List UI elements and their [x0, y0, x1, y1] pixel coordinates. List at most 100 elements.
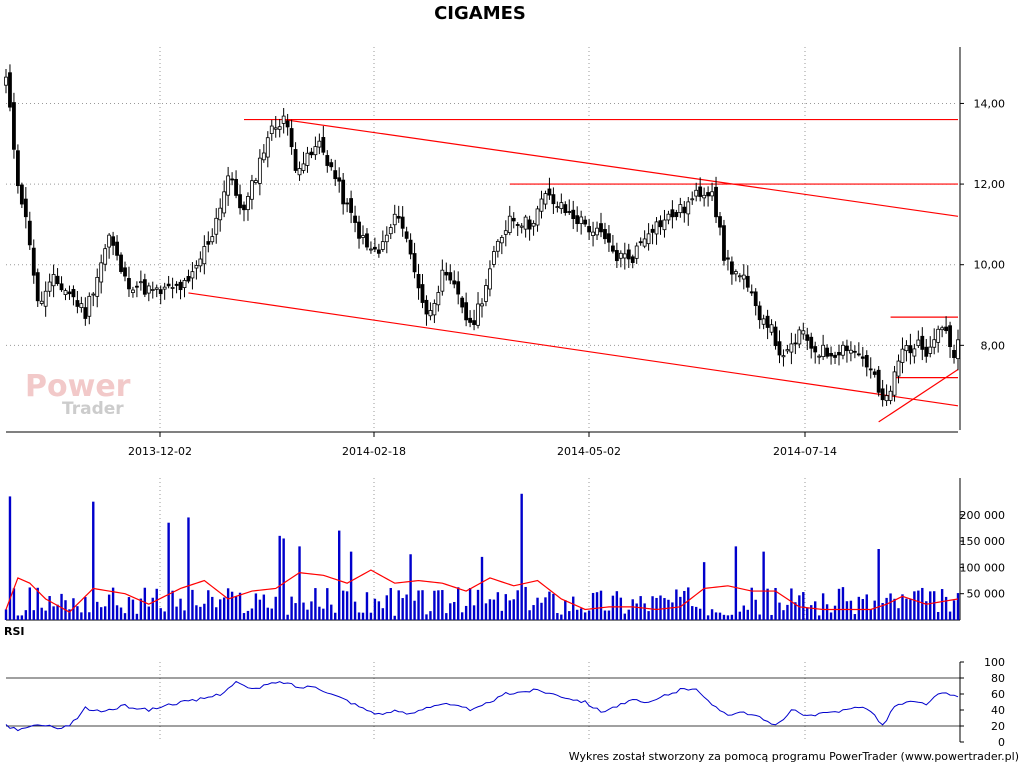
volume-bar [24, 610, 28, 620]
candle-body [293, 149, 298, 171]
candle-body [372, 246, 377, 250]
candle-body [186, 276, 191, 282]
volume-bar [516, 590, 519, 620]
volume-bar [179, 598, 182, 620]
price-tick-label: 10,00 [974, 259, 1006, 272]
candle-body [222, 191, 227, 214]
candle-body [162, 286, 167, 290]
candle-body [301, 163, 306, 171]
candle-body [246, 196, 250, 211]
volume-bar [619, 597, 623, 620]
candle-body [317, 140, 322, 148]
candle-body [932, 339, 937, 348]
volume-bar [627, 609, 630, 620]
volume-bar [508, 600, 511, 620]
candle-body [622, 253, 627, 259]
candle-body [833, 354, 837, 358]
volume-bar [222, 597, 226, 620]
rsi-axes: 100 80 60 40 20 0 [959, 656, 1005, 749]
volume-bar [171, 590, 174, 620]
volume-bar [821, 593, 825, 620]
volume-bar [159, 608, 162, 620]
rsi-tick-label: 80 [991, 672, 1005, 685]
volume-bar [754, 599, 757, 620]
volume-bar [778, 602, 781, 620]
volume-bar [286, 614, 289, 620]
volume-bar [488, 599, 492, 620]
candle-body [309, 151, 314, 156]
candle-body [773, 326, 778, 347]
candle-body [376, 249, 381, 254]
candle-body [924, 346, 929, 357]
volume-bar [238, 592, 242, 620]
candle-body [801, 330, 806, 335]
candle-body [702, 194, 707, 199]
candle-body [884, 395, 889, 402]
candle-body [789, 343, 794, 353]
candle-body [71, 288, 76, 298]
volume-bar [774, 587, 777, 620]
candle-body [488, 268, 492, 290]
volume-bar [837, 588, 841, 620]
volume-bar [794, 602, 797, 620]
volume-bar [520, 493, 523, 620]
candle-body [654, 221, 659, 235]
candle-body [638, 241, 643, 244]
candle-body [87, 295, 92, 317]
volume-bar [191, 589, 194, 620]
candle-body [416, 273, 421, 289]
volume-bar [552, 593, 555, 620]
volume-bar [381, 608, 385, 620]
volume-bar [353, 601, 357, 620]
volume-bar [36, 587, 39, 620]
candle-body [353, 215, 357, 223]
candle-body [357, 221, 361, 239]
candle-body [864, 355, 869, 368]
candle-body [547, 188, 552, 196]
candle-body [495, 240, 500, 252]
volume-bar [401, 598, 404, 620]
volume-bar [679, 596, 682, 620]
volume-bar [782, 610, 785, 620]
volume-bar [278, 535, 281, 620]
candle-body [603, 229, 607, 240]
volume-bar [369, 612, 373, 620]
candle-body [341, 179, 346, 205]
candle-body [710, 191, 714, 197]
candle-body [781, 355, 786, 358]
candle-body [476, 303, 480, 326]
rsi-tick-label: 0 [998, 736, 1005, 749]
candle-body [880, 388, 885, 401]
candle-body [297, 168, 302, 176]
candle-body [904, 345, 909, 352]
candle-body [698, 186, 703, 197]
volume-bar [726, 615, 730, 620]
candle-body [214, 217, 219, 235]
volume-bar [143, 587, 147, 620]
candle-body [642, 238, 647, 247]
candle-body [428, 310, 433, 317]
trendline [283, 118, 959, 217]
volume-bar [893, 598, 896, 620]
volume-axes: 200 000 150 000 100 000 50 000 [959, 478, 1005, 620]
candle-body [444, 271, 449, 276]
candle-body [131, 289, 135, 293]
volume-bar [786, 604, 789, 620]
volume-bar [770, 614, 773, 620]
volume-bar [445, 613, 448, 620]
volume-bar [449, 603, 452, 620]
candle-body [67, 291, 72, 295]
date-tick-label: 2013-12-02 [128, 445, 192, 458]
volume-bar [107, 594, 111, 620]
volume-bar [849, 600, 853, 620]
candle-body [730, 261, 734, 275]
volume-bar [163, 611, 166, 620]
volume-bar [889, 593, 892, 620]
candle-body [535, 208, 540, 226]
candle-body [261, 152, 266, 161]
candle-body [238, 194, 242, 209]
volume-bar [139, 598, 143, 620]
candle-body [555, 206, 560, 209]
candle-body [948, 325, 952, 347]
candle-body [741, 274, 746, 280]
